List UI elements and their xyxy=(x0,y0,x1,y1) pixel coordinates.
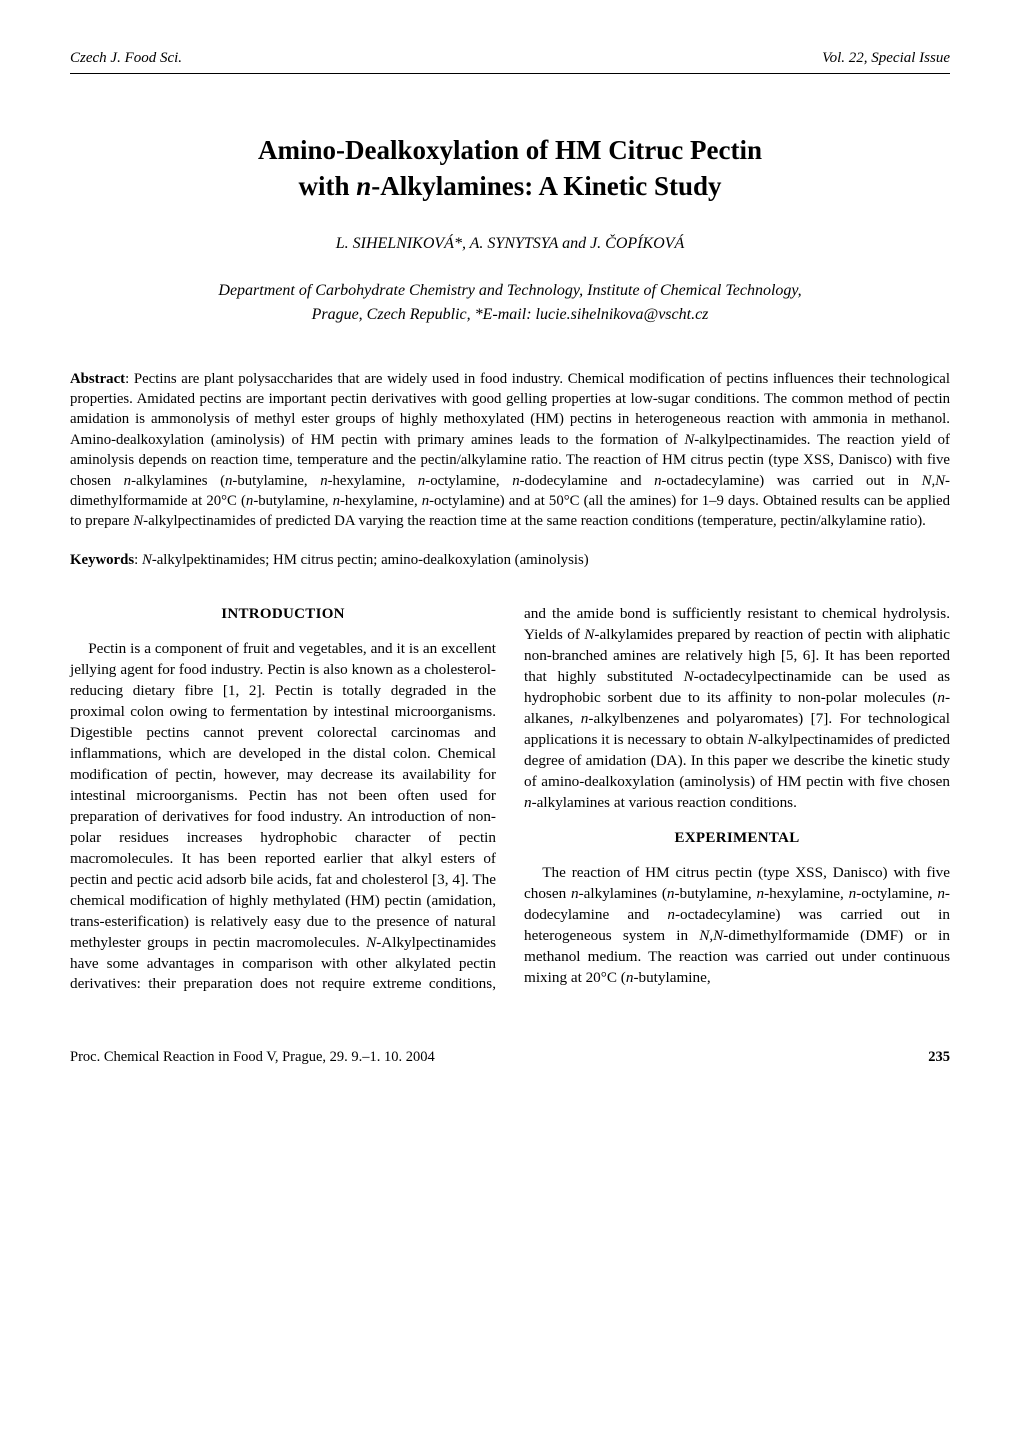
affiliation: Department of Carbohydrate Chemistry and… xyxy=(70,279,950,327)
journal-name: Czech J. Food Sci. xyxy=(70,48,182,69)
abstract: Abstract: Pectins are plant polysacchari… xyxy=(70,369,950,532)
article-title: Amino-Dealkoxylation of HM Citruc Pectin… xyxy=(70,132,950,205)
issue-label: Vol. 22, Special Issue xyxy=(822,48,950,69)
experimental-paragraph: The reaction of HM citrus pectin (type X… xyxy=(524,863,950,989)
page-number: 235 xyxy=(928,1047,950,1067)
abstract-label: Abstract xyxy=(70,371,125,387)
running-head: Czech J. Food Sci. Vol. 22, Special Issu… xyxy=(70,48,950,74)
page-footer: Proc. Chemical Reaction in Food V, Pragu… xyxy=(70,1047,950,1067)
title-line-2-ital: n xyxy=(356,171,371,201)
section-heading-introduction: INTRODUCTION xyxy=(70,604,496,625)
keywords-label: Keywords xyxy=(70,552,134,568)
affiliation-line-1: Department of Carbohydrate Chemistry and… xyxy=(218,282,801,299)
title-line-1: Amino-Dealkoxylation of HM Citruc Pectin xyxy=(258,135,762,165)
section-heading-experimental: EXPERIMENTAL xyxy=(524,828,950,849)
keywords-text: : N-alkylpektinamides; HM citrus pectin;… xyxy=(134,552,589,568)
affiliation-line-2: Prague, Czech Republic, *E-mail: lucie.s… xyxy=(312,306,709,323)
footer-proceedings: Proc. Chemical Reaction in Food V, Pragu… xyxy=(70,1047,435,1067)
title-line-2-prefix: with xyxy=(298,171,356,201)
title-line-2-suffix: -Alkylamines: A Kinetic Study xyxy=(371,171,721,201)
authors: L. SIHELNIKOVÁ*, A. SYNYTSYA and J. ČOPÍ… xyxy=(70,233,950,255)
body-columns: INTRODUCTION Pectin is a component of fr… xyxy=(70,604,950,995)
keywords: Keywords: N-alkylpektinamides; HM citrus… xyxy=(70,550,950,570)
abstract-text: : Pectins are plant polysaccharides that… xyxy=(70,371,950,530)
